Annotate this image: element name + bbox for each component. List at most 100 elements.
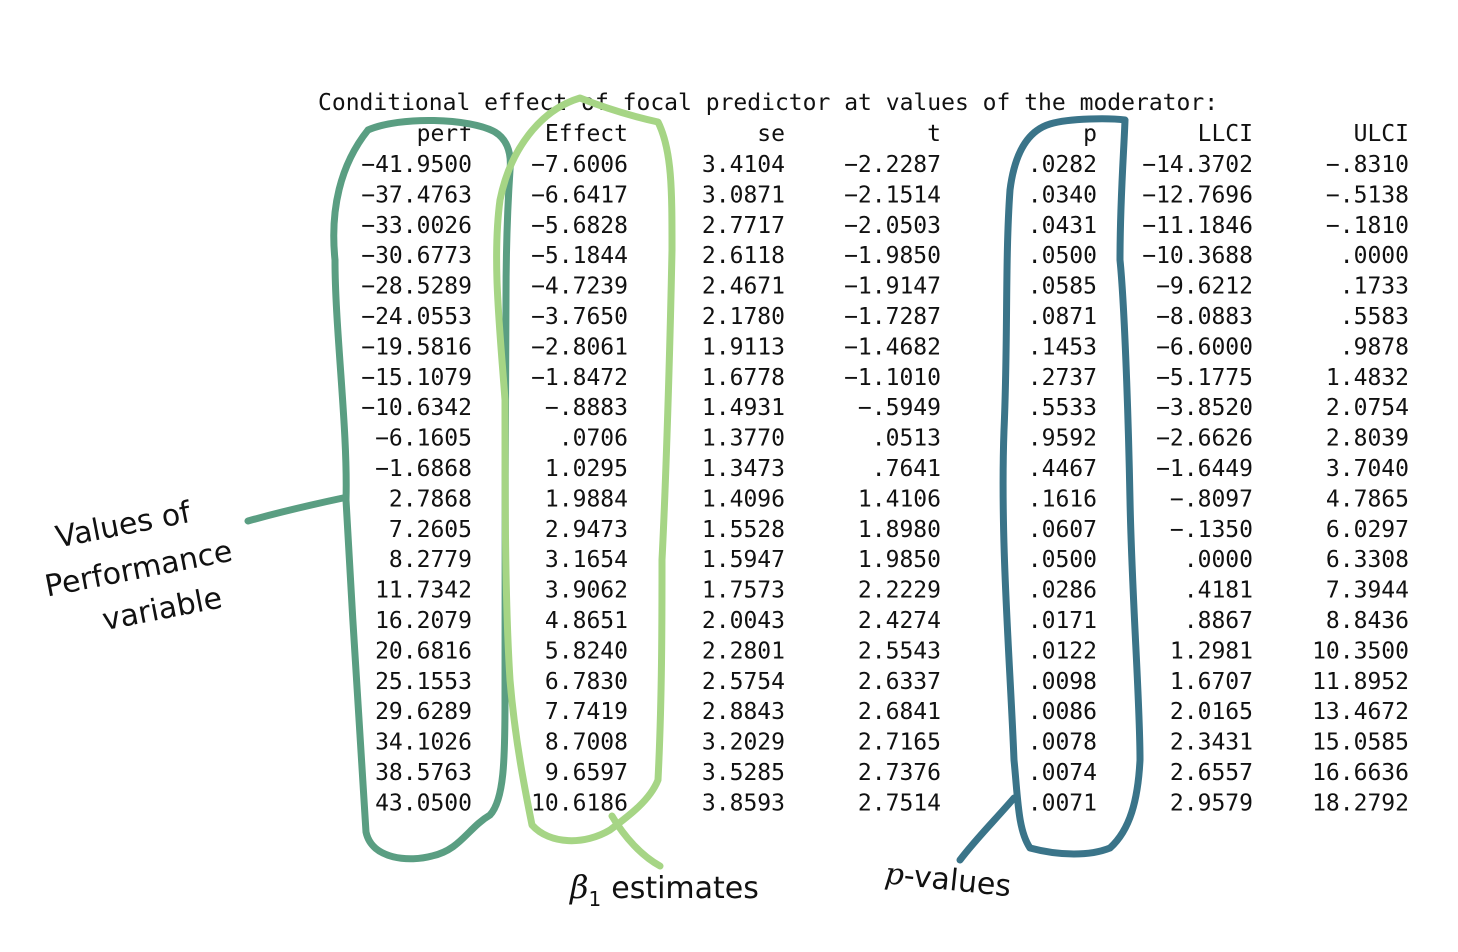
cell-effect: 9.6597: [545, 760, 628, 786]
cell-ulci: .0000: [1340, 243, 1409, 269]
cell-p: .0585: [1028, 274, 1097, 300]
cell-perf: −28.5289: [361, 274, 472, 300]
column-header-effect: Effect: [545, 121, 628, 147]
cell-t: −2.2287: [844, 152, 941, 178]
column-header-llci: LLCI: [1198, 121, 1253, 147]
perf-column-highlight: [330, 117, 514, 863]
cell-llci: −10.3688: [1142, 243, 1253, 269]
cell-t: 2.7165: [858, 730, 941, 756]
cell-t: −.5949: [858, 395, 941, 421]
beta-estimates-text: estimates: [611, 871, 759, 906]
cell-p: .9592: [1028, 426, 1097, 452]
cell-effect: −.8883: [545, 395, 628, 421]
cell-se: 1.7573: [702, 578, 785, 604]
cell-p: .4467: [1028, 456, 1097, 482]
cell-t: 2.4274: [858, 608, 941, 634]
cell-effect: 3.9062: [545, 578, 628, 604]
output-table: perf Effect se t p LLCI ULCI−41.9500 −7.6006 3.4…: [361, 121, 1409, 816]
cell-t: −1.4682: [844, 334, 941, 360]
cell-t: 2.5543: [858, 638, 941, 664]
cell-llci: −11.1846: [1142, 213, 1253, 239]
cell-perf: −15.1079: [361, 365, 472, 391]
table-row: 2.7868 1.9884 1.4096 1.4106 .1616 −.8097 4.786…: [389, 486, 1409, 512]
perf-label-pointer: [244, 494, 347, 525]
table-row: −41.9500 −7.6006 3.4104 −2.2287 .0282 −14.370…: [361, 152, 1409, 178]
cell-effect: −4.7239: [531, 274, 628, 300]
cell-effect: 2.9473: [545, 517, 628, 543]
cell-llci: −9.6212: [1156, 274, 1253, 300]
table-row: 8.2779 3.1654 1.5947 1.9850 .0500 .0000 6.3308: [389, 547, 1409, 573]
table-row: −15.1079 −1.8472 1.6778 −1.1010 .2737 −5.1775…: [361, 365, 1409, 391]
cell-perf: 11.7342: [375, 578, 472, 604]
column-header-p: p: [1083, 121, 1097, 147]
cell-p: .0122: [1028, 638, 1097, 664]
cell-se: 2.4671: [702, 274, 785, 300]
table-row: 34.1026 8.7008 3.2029 2.7165 .0078 2.3431 15.0…: [375, 730, 1409, 756]
cell-effect: −5.1844: [531, 243, 628, 269]
cell-llci: −3.8520: [1156, 395, 1253, 421]
cell-p: .0078: [1028, 730, 1097, 756]
cell-perf: −37.4763: [361, 182, 472, 208]
cell-ulci: 1.4832: [1326, 365, 1409, 391]
cell-effect: −7.6006: [531, 152, 628, 178]
cell-perf: −30.6773: [361, 243, 472, 269]
cell-perf: 8.2779: [389, 547, 472, 573]
cell-se: 2.5754: [702, 669, 785, 695]
cell-perf: −19.5816: [361, 334, 472, 360]
cell-llci: −12.7696: [1142, 182, 1253, 208]
cell-ulci: −.8310: [1326, 152, 1409, 178]
table-row: 29.6289 7.7419 2.8843 2.6841 .0086 2.0165 13.4…: [375, 699, 1409, 725]
column-header-t: t: [927, 121, 941, 147]
cell-t: −2.1514: [844, 182, 941, 208]
cell-ulci: 2.8039: [1326, 426, 1409, 452]
table-row: −37.4763 −6.6417 3.0871 −2.1514 .0340 −12.769…: [361, 182, 1409, 208]
svg-text:p-values: p-values: [883, 856, 1013, 904]
cell-perf: 20.6816: [375, 638, 472, 664]
cell-t: .0513: [872, 426, 941, 452]
cell-se: 3.5285: [702, 760, 785, 786]
cell-llci: −8.0883: [1156, 304, 1253, 330]
cell-ulci: 13.4672: [1312, 699, 1409, 725]
cell-effect: −3.7650: [531, 304, 628, 330]
table-row: −30.6773 −5.1844 2.6118 −1.9850 .0500 −10.368…: [361, 243, 1409, 269]
cell-llci: 1.2981: [1170, 638, 1253, 664]
cell-ulci: 3.7040: [1326, 456, 1409, 482]
beta-symbol: β: [569, 868, 589, 906]
cell-perf: 7.2605: [389, 517, 472, 543]
cell-effect: 10.6186: [531, 790, 628, 816]
cell-perf: −1.6868: [375, 456, 472, 482]
cell-perf: 2.7868: [389, 486, 472, 512]
table-row: 16.2079 4.8651 2.0043 2.4274 .0171 .8867 8.843…: [375, 608, 1409, 634]
cell-t: 2.6337: [858, 669, 941, 695]
cell-se: 3.4104: [702, 152, 785, 178]
cell-llci: −6.6000: [1156, 334, 1253, 360]
column-header-se: se: [757, 121, 785, 147]
cell-perf: 16.2079: [375, 608, 472, 634]
cell-t: −2.0503: [844, 213, 941, 239]
cell-effect: 4.8651: [545, 608, 628, 634]
table-row: −19.5816 −2.8061 1.9113 −1.4682 .1453 −6.6000…: [361, 334, 1409, 360]
cell-ulci: 11.8952: [1312, 669, 1409, 695]
cell-ulci: .1733: [1340, 274, 1409, 300]
cell-ulci: 16.6636: [1312, 760, 1409, 786]
column-header-ulci: ULCI: [1354, 121, 1409, 147]
p-column-highlight: [999, 115, 1144, 858]
cell-p: .0500: [1028, 243, 1097, 269]
cell-p: .0871: [1028, 304, 1097, 330]
cell-ulci: .9878: [1340, 334, 1409, 360]
cell-se: 3.8593: [702, 790, 785, 816]
p-symbol: p: [883, 856, 906, 893]
cell-ulci: .5583: [1340, 304, 1409, 330]
cell-effect: 1.0295: [545, 456, 628, 482]
effect-column-highlight: [493, 94, 676, 845]
cell-ulci: 4.7865: [1326, 486, 1409, 512]
table-row: 11.7342 3.9062 1.7573 2.2229 .0286 .4181 7.394…: [375, 578, 1409, 604]
cell-t: −1.9147: [844, 274, 941, 300]
cell-p: .0500: [1028, 547, 1097, 573]
table-row: −24.0553 −3.7650 2.1780 −1.7287 .0871 −8.0883…: [361, 304, 1409, 330]
table-row: 25.1553 6.7830 2.5754 2.6337 .0098 1.6707 11.8…: [375, 669, 1409, 695]
cell-ulci: 8.8436: [1326, 608, 1409, 634]
table-row: −10.6342 −.8883 1.4931 −.5949 .5533 −3.8520 2.…: [361, 395, 1409, 421]
beta-subscript: 1: [589, 887, 602, 911]
cell-perf: 38.5763: [375, 760, 472, 786]
